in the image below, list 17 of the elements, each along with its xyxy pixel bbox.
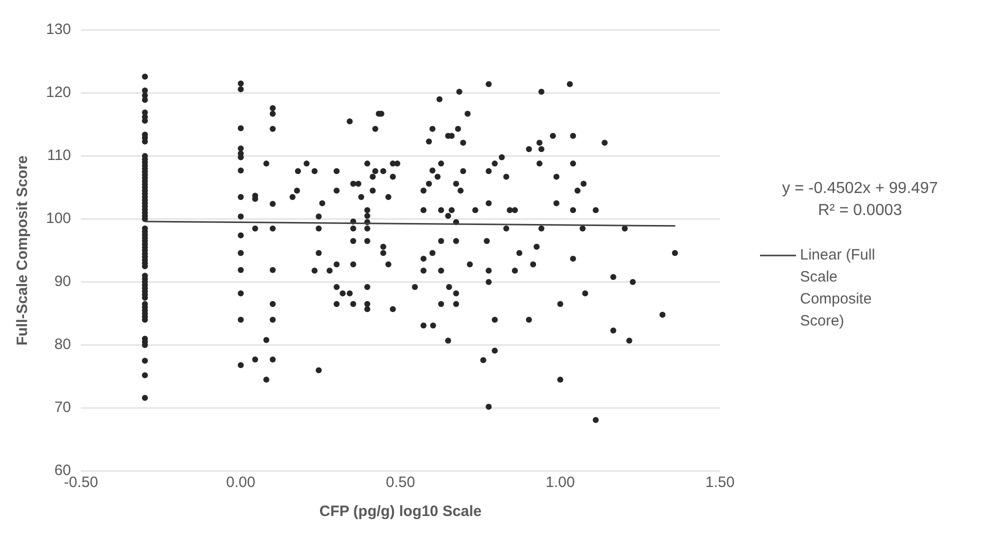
y-tick-label: 70 [54, 399, 72, 416]
x-tick-label: 0.00 [226, 474, 256, 492]
x-tick-label: 1.00 [546, 474, 575, 492]
text: R² = 0.0003 [818, 202, 902, 219]
y-tick-label: 100 [46, 210, 72, 228]
x-tick-label: 0.50 [386, 474, 416, 492]
y-tick-label: 130 [46, 21, 72, 38]
y-tick-label: 110 [47, 147, 72, 164]
y-tick-label: 90 [54, 273, 72, 290]
text: y = -0.4502x + 99.497 [782, 180, 938, 197]
y-tick-label: 120 [46, 84, 72, 102]
legend-label: Linear (Full Scale Composite Score) [800, 246, 876, 330]
x-axis-title: CFP (pg/g) log10 Scale [319, 503, 482, 520]
x-tick-label: -0.50 [64, 474, 98, 492]
y-axis-title: Full-Scale Composit Score [14, 155, 32, 346]
x-tick-label: 1.50 [705, 474, 735, 492]
y-tick-label: 80 [54, 336, 72, 354]
